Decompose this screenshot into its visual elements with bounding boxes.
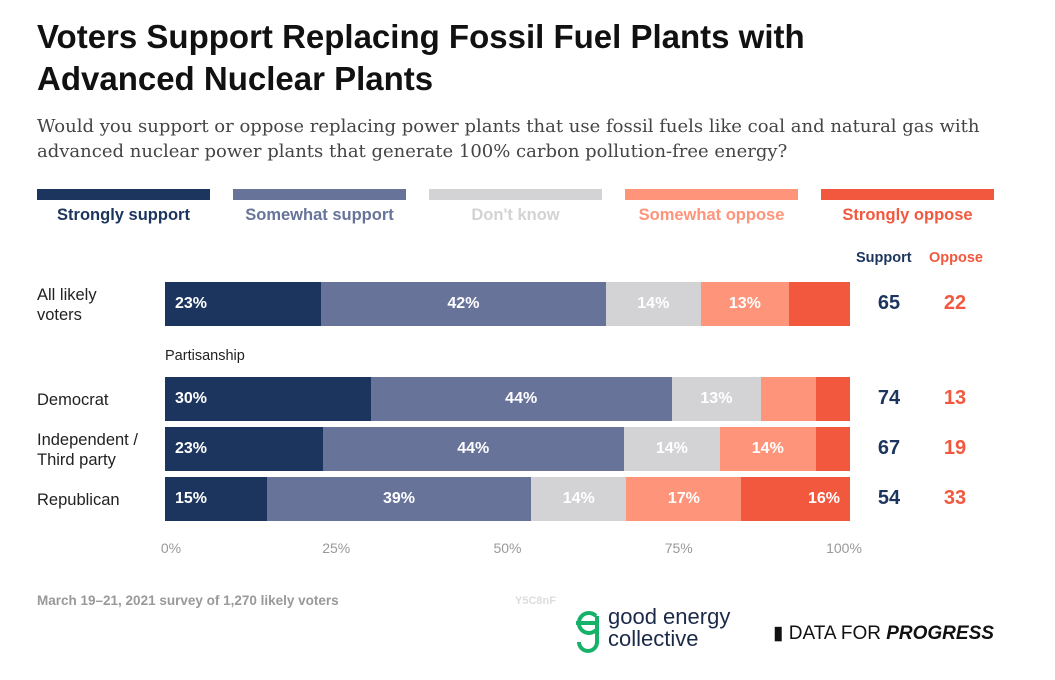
x-tick-label: 100%	[826, 540, 862, 556]
bar-segment: 13%	[671, 377, 761, 421]
legend-swatch	[821, 189, 994, 200]
dfp-text-b: PROGRESS	[886, 623, 994, 644]
legend-item: Strongly oppose	[821, 189, 994, 225]
bar-segment	[760, 377, 816, 421]
category-label: Independent / Third party	[37, 431, 138, 469]
oppose-total: 19	[943, 437, 967, 459]
oppose-total: 22	[943, 292, 967, 314]
support-total: 65	[877, 292, 901, 314]
legend-label: Strongly oppose	[842, 206, 973, 224]
bar-segment	[788, 282, 850, 326]
support-header: Support	[856, 250, 912, 266]
oppose-total: 13	[943, 387, 967, 409]
good-energy-logo: good energy collective	[572, 606, 730, 659]
bar-segment: 23%	[165, 427, 323, 471]
legend-label: Somewhat oppose	[638, 206, 785, 224]
good-energy-text: good energy collective	[608, 604, 731, 651]
legend-item: Somewhat oppose	[625, 189, 798, 225]
category-label: All likely voters	[37, 286, 97, 324]
bar-chart-icon: ▮	[773, 623, 784, 644]
legend-item: Strongly support	[37, 189, 210, 225]
bar-segment: 44%	[370, 377, 672, 421]
legend-swatch	[429, 189, 602, 200]
bar-segment: 16%	[741, 477, 850, 521]
bar-segment: 15%	[165, 477, 267, 521]
legend-item: Don't know	[429, 189, 602, 225]
legend-swatch	[37, 189, 210, 200]
group-label: Partisanship	[165, 348, 245, 364]
oppose-header: Oppose	[929, 250, 983, 266]
category-label: Republican	[37, 491, 120, 509]
chart-title: Voters Support Replacing Fossil Fuel Pla…	[37, 18, 805, 97]
bar-segment: 14%	[531, 477, 627, 521]
bar-segment: 14%	[719, 427, 816, 471]
legend-label: Don't know	[471, 206, 560, 224]
legend-label: Strongly support	[57, 206, 190, 224]
bar-segment	[815, 377, 850, 421]
ge-logo-icon	[576, 611, 599, 653]
bar-segment: 13%	[700, 282, 789, 326]
legend-label: Somewhat support	[245, 206, 394, 224]
legend-swatch	[625, 189, 798, 200]
oppose-total: 33	[943, 487, 967, 509]
category-label: Democrat	[37, 391, 109, 409]
bar-segment: 39%	[266, 477, 532, 521]
source-note: March 19–21, 2021 survey of 1,270 likely…	[37, 593, 339, 608]
support-total: 54	[877, 487, 901, 509]
x-tick-label: 50%	[493, 540, 522, 556]
legend-swatch	[233, 189, 406, 200]
bar-segment: 44%	[322, 427, 624, 471]
dfp-text-a: DATA FOR	[788, 623, 881, 644]
support-total: 74	[877, 387, 901, 409]
x-tick-label: 75%	[664, 540, 693, 556]
dfp-logo: ▮ DATA FOR PROGRESS	[773, 622, 994, 645]
bar-segment: 42%	[320, 282, 606, 326]
x-tick-label: 25%	[322, 540, 351, 556]
x-tick-label: 0%	[160, 540, 182, 556]
bar-segment: 23%	[165, 282, 321, 326]
support-total: 67	[877, 437, 901, 459]
bar-segment: 30%	[165, 377, 371, 421]
bar-segment: 14%	[623, 427, 720, 471]
chart-subtitle: Would you support or oppose replacing po…	[37, 116, 980, 162]
bar-segment: 14%	[605, 282, 701, 326]
legend-item: Somewhat support	[233, 189, 406, 225]
bar-segment: 17%	[626, 477, 742, 521]
bar-segment	[815, 427, 850, 471]
chart-code: Y5C8nF	[515, 595, 556, 607]
